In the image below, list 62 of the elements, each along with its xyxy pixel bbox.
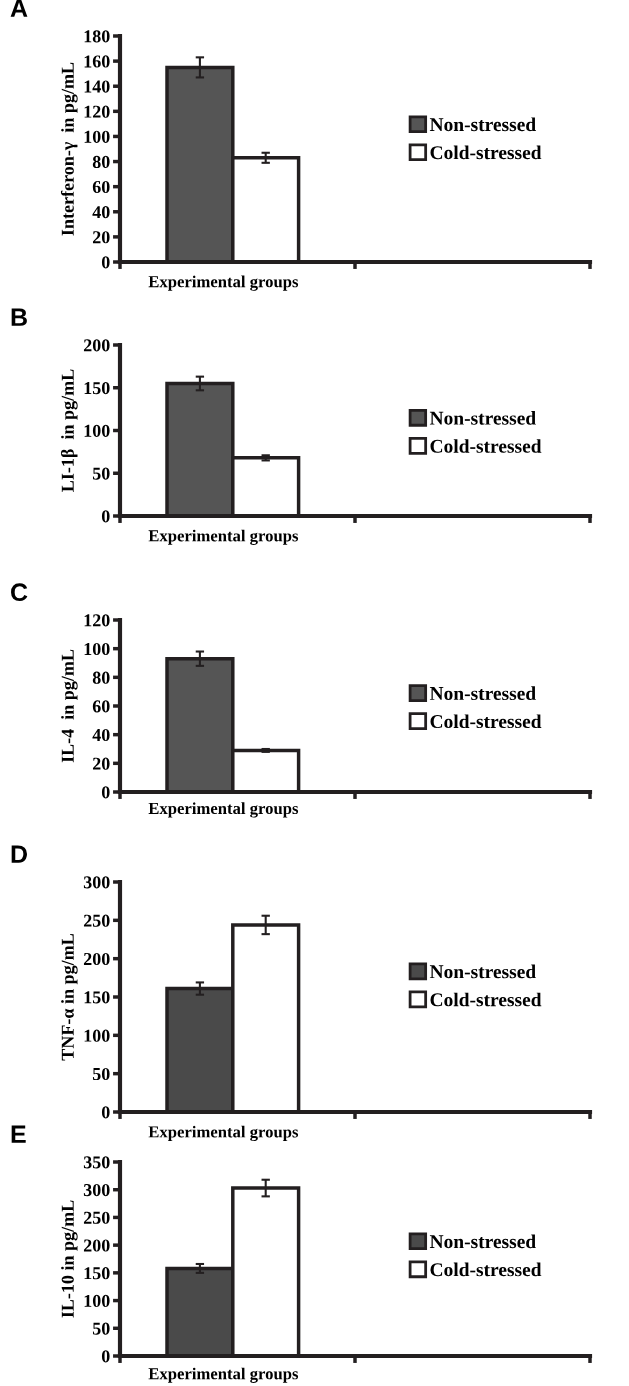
y-tick-label: 200	[83, 339, 110, 352]
x-axis-title: Experimental groups	[148, 275, 299, 291]
y-tick-label: 40	[92, 206, 110, 219]
y-tick-label: 100	[84, 1029, 110, 1042]
y-tick-label: 20	[92, 757, 110, 770]
y-axis-title: TNF-α in pg/mL	[61, 934, 78, 1061]
legend-label: Cold-stressed	[430, 714, 542, 729]
legend-label: Non-stressed	[429, 964, 536, 979]
legend-label: Non-stressed	[429, 686, 536, 701]
x-axis-title: Experimental groups	[148, 1367, 299, 1383]
y-tick-label: 150	[84, 1267, 110, 1280]
y-tick-label: 50	[92, 1067, 110, 1081]
legend-label: Non-stressed	[429, 1234, 536, 1249]
legend-label: Non-stressed	[429, 117, 536, 132]
y-tick-label: 120	[84, 105, 110, 118]
legend-label: Non-stressed	[429, 411, 536, 425]
legend-label: Cold-stressed	[430, 145, 542, 160]
chart-title: D	[11, 845, 27, 863]
y-tick-label: 150	[84, 991, 110, 1004]
chart-title: B	[11, 308, 27, 326]
y-tick-label: 100	[84, 1294, 110, 1308]
x-axis-title: Experimental groups	[148, 802, 299, 818]
chart-title: A	[10, 0, 28, 17]
y-tick-label: 140	[84, 80, 110, 93]
legend-label: Cold-stressed	[430, 439, 542, 453]
legend-label: Cold-stressed	[430, 992, 542, 1007]
y-tick-label: 20	[92, 231, 110, 244]
chart-title: C	[11, 583, 28, 602]
y-tick-label: 40	[92, 728, 110, 742]
y-tick-label: 180	[84, 30, 110, 43]
y-tick-label: 300	[83, 1183, 110, 1197]
y-tick-label: 80	[92, 671, 110, 684]
y-tick-label: 50	[92, 467, 110, 480]
y-tick-label: 120	[84, 614, 110, 627]
y-tick-label: 0	[101, 1106, 110, 1119]
y-tick-label: 160	[84, 55, 110, 68]
y-tick-label: 0	[101, 1350, 110, 1363]
y-tick-label: 60	[92, 180, 110, 194]
x-axis-title: Experimental groups	[148, 529, 299, 545]
y-tick-label: 150	[84, 382, 110, 395]
y-tick-label: 200	[83, 1239, 110, 1252]
y-tick-label: 300	[83, 876, 110, 889]
y-tick-label: 100	[84, 424, 110, 437]
y-tick-label: 250	[83, 1211, 110, 1224]
y-tick-label: 0	[101, 510, 110, 523]
y-tick-label: 0	[101, 256, 110, 269]
y-tick-label: 80	[92, 155, 110, 168]
y-axis-title: IL-10 in pg/mL	[61, 1200, 78, 1318]
y-axis-title: LI-1β in pg/mL	[60, 369, 78, 492]
y-tick-label: 60	[92, 700, 110, 713]
y-axis-title: Interferon-γ in pg/mL	[60, 62, 78, 236]
y-tick-label: 100	[84, 642, 110, 656]
y-tick-label: 50	[92, 1322, 110, 1335]
y-axis-title: IL-4 in pg/mL	[61, 649, 78, 763]
y-tick-label: 350	[83, 1156, 110, 1169]
y-tick-label: 100	[84, 130, 110, 143]
x-axis-title: Experimental groups	[148, 1125, 299, 1142]
y-tick-label: 250	[83, 914, 110, 927]
y-tick-label: 200	[83, 952, 110, 966]
chart-title: E	[11, 1125, 26, 1143]
legend-label: Cold-stressed	[430, 1262, 542, 1277]
y-tick-label: 0	[101, 786, 110, 799]
